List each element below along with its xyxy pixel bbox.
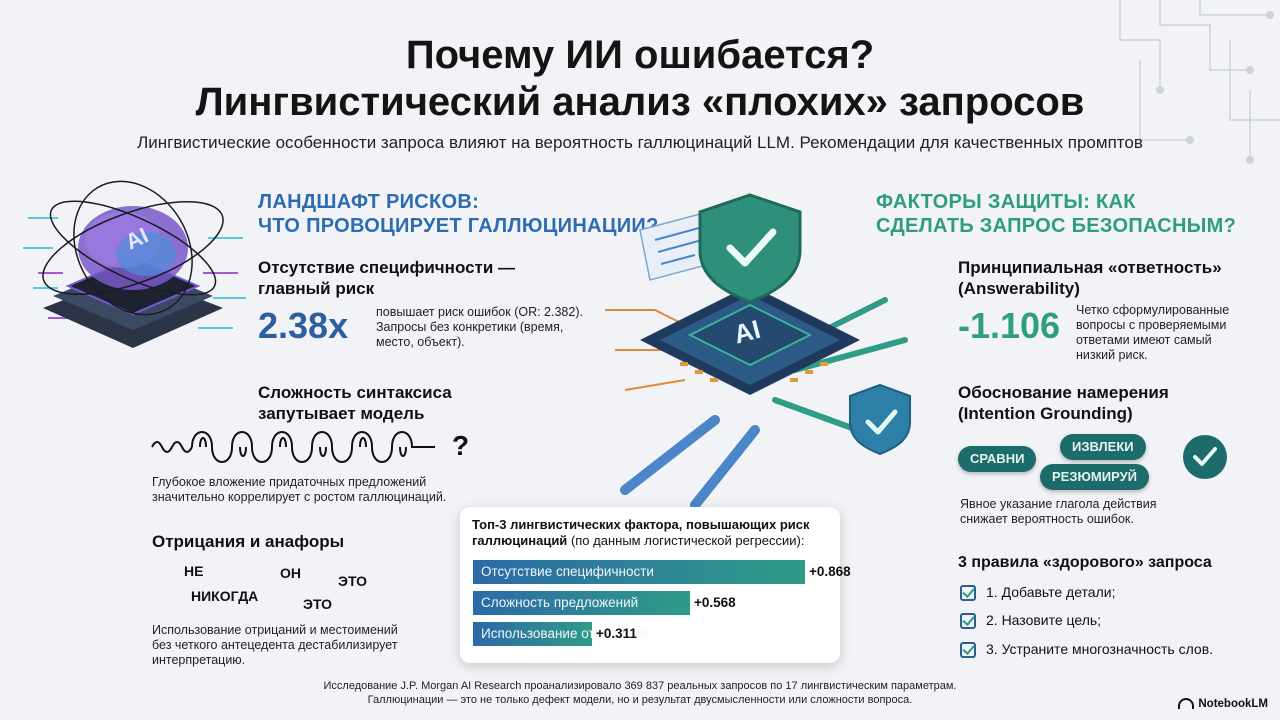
checkbox-icon <box>960 613 976 630</box>
specificity-desc-line-2: Запросы без конкретики (время, <box>376 320 564 334</box>
risks-heading: ЛАНДШАФТ РИСКОВ: ЧТО ПРОВОЦИРУЕТ ГАЛЛЮЦИ… <box>258 190 659 238</box>
chart-bar-1: Отсутствие специфичности <box>473 560 805 584</box>
answerability-title-line-2: (Answerability) <box>958 279 1080 298</box>
page-title: Почему ИИ ошибается? Лингвистический ана… <box>0 32 1280 126</box>
rule-item-1-text: 1. Добавьте детали; <box>986 584 1116 600</box>
syntax-desc-line-2: значительно коррелирует с ростом галлюци… <box>152 490 447 504</box>
intention-desc-line-1: Явное указание глагола действия <box>960 497 1157 511</box>
chart-bar-value-1: +0.868 <box>809 564 851 579</box>
notebooklm-icon <box>1178 698 1195 710</box>
syntax-title-line-2: запутывает модель <box>258 404 425 423</box>
rule-item-2: 2. Назовите цель; <box>960 609 1101 631</box>
specificity-title-line-1: Отсутствие специфичности — <box>258 258 516 277</box>
specificity-description: повышает риск ошибок (OR: 2.382). Запрос… <box>376 305 606 350</box>
page-title-line-1: Почему ИИ ошибается? <box>405 33 875 77</box>
protection-heading-line-1: ФАКТОРЫ ЗАЩИТЫ: КАК <box>876 191 1136 213</box>
chart-bar-value-2: +0.568 <box>694 595 736 610</box>
intention-title: Обоснование намерения (Intention Groundi… <box>958 382 1169 424</box>
specificity-desc-line-3: место, объект). <box>376 335 465 349</box>
risks-heading-line-2: ЧТО ПРОВОЦИРУЕТ ГАЛЛЮЦИНАЦИИ? <box>258 215 659 237</box>
chart-title: Топ-3 лингвистических фактора, повышающи… <box>472 517 832 549</box>
rules-title: 3 правила «здорового» запроса <box>958 554 1212 571</box>
anaphora-word-on: ОН <box>280 565 301 581</box>
negation-desc-line-2: без четкого антецедента дестабилизирует <box>152 638 398 652</box>
syntax-desc-line-1: Глубокое вложение придаточных предложени… <box>152 475 427 489</box>
answerability-desc-line-3: ответами имеют самый <box>1076 333 1212 347</box>
answerability-title: Принципиальная «ответность» (Answerabili… <box>958 257 1222 299</box>
answerability-value: -1.106 <box>958 305 1061 346</box>
negation-word-ne: НЕ <box>184 563 204 579</box>
ai-chip-shield-illustration: AI <box>605 193 911 510</box>
brand-name: NotebookLM <box>1198 698 1268 710</box>
rule-item-3-text: 3. Устраните многозначность слов. <box>986 641 1214 657</box>
specificity-title-line-2: главный риск <box>258 279 375 298</box>
rule-item-3: 3. Устраните многозначность слов. <box>960 638 1213 660</box>
rule-item-2-text: 2. Назовите цель; <box>986 612 1102 628</box>
rule-item-1: 1. Добавьте детали; <box>960 581 1115 603</box>
page-subtitle: Лингвистические особенности запроса влия… <box>137 133 1143 152</box>
negation-description: Использование отрицаний и местоимений бе… <box>152 623 452 668</box>
chart-title-note: (по данным логистической регрессии): <box>570 533 805 548</box>
negation-word-nikogda: НИКОГДА <box>191 588 259 604</box>
page-title-line-2: Лингвистический анализ «плохих» запросов <box>195 80 1085 124</box>
intention-title-line-1: Обоснование намерения <box>958 383 1169 402</box>
intention-description: Явное указание глагола действия снижает … <box>960 497 1220 527</box>
verb-pill-compare: СРАВНИ <box>958 446 1037 472</box>
check-circle-icon <box>1183 435 1227 479</box>
circuit-pattern-decoration <box>1119 0 1280 164</box>
risks-heading-line-1: ЛАНДШАФТ РИСКОВ: <box>258 191 480 213</box>
anaphora-word-eto-1: ЭТО <box>338 573 368 589</box>
footer-note: Исследование J.P. Morgan AI Research про… <box>0 679 1280 707</box>
syntax-title: Сложность синтаксиса запутывает модель <box>258 382 452 424</box>
checkbox-icon <box>960 585 976 602</box>
intention-desc-line-2: снижает вероятность ошибок. <box>960 512 1134 526</box>
footer-line-2: Галлюцинации — это не только дефект моде… <box>367 694 913 706</box>
specificity-value: 2.38x <box>258 305 349 346</box>
chart-bar-2: Сложность предложений <box>473 591 690 615</box>
verb-pill-extract: ИЗВЛЕКИ <box>1060 434 1146 460</box>
chart-bar-3: Использование отрицаний <box>473 622 647 646</box>
protection-heading-line-2: СДЕЛАТЬ ЗАПРОС БЕЗОПАСНЫМ? <box>876 215 1237 237</box>
brain-chip-illustration: AI <box>23 180 246 348</box>
syntax-title-line-1: Сложность синтаксиса <box>258 383 452 402</box>
chart-title-line-1: Топ-3 лингвистических фактора, повышающи… <box>472 517 810 532</box>
protection-heading: ФАКТОРЫ ЗАЩИТЫ: КАК СДЕЛАТЬ ЗАПРОС БЕЗОП… <box>876 190 1236 238</box>
brand-logo: NotebookLM <box>1178 698 1268 710</box>
answerability-desc-line-1: Четко сформулированные <box>1076 303 1230 317</box>
answerability-description: Четко сформулированные вопросы с проверя… <box>1076 303 1266 363</box>
factors-bar-chart: Топ-3 лингвистических фактора, повышающи… <box>460 507 851 663</box>
negation-desc-line-1: Использование отрицаний и местоимений <box>152 623 398 637</box>
specificity-title: Отсутствие специфичности — главный риск <box>258 257 515 299</box>
verb-pill-summarize: РЕЗЮМИРУЙ <box>1040 464 1149 490</box>
nested-syntax-icon <box>151 431 435 463</box>
answerability-desc-line-2: вопросы с проверяемыми <box>1076 318 1227 332</box>
chart-bar-value-3: +0.311 <box>596 626 637 641</box>
question-mark: ? <box>452 430 470 461</box>
chart-title-line-2: галлюцинаций <box>472 533 568 548</box>
anaphora-word-eto-2: ЭТО <box>303 596 333 612</box>
negation-title: Отрицания и анафоры <box>152 532 345 551</box>
checkbox-icon <box>960 642 976 659</box>
footer-line-1: Исследование J.P. Morgan AI Research про… <box>323 680 957 692</box>
answerability-desc-line-4: низкий риск. <box>1076 348 1148 362</box>
intention-title-line-2: (Intention Grounding) <box>958 404 1133 423</box>
syntax-description: Глубокое вложение придаточных предложени… <box>152 475 472 505</box>
negation-desc-line-3: интерпретацию. <box>152 653 246 667</box>
answerability-title-line-1: Принципиальная «ответность» <box>958 258 1222 277</box>
specificity-desc-line-1: повышает риск ошибок (OR: 2.382). <box>376 305 583 319</box>
